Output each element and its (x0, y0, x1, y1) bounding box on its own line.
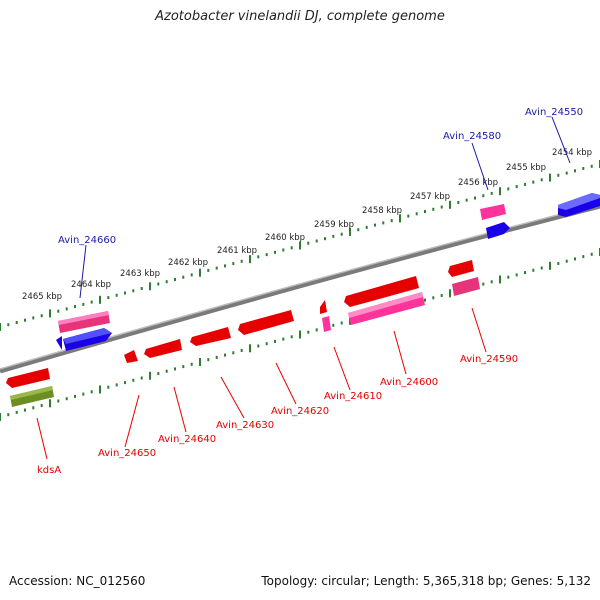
gene-label-avin-24600[interactable]: Avin_24600 (380, 377, 438, 388)
gene-label-avin-24610[interactable]: Avin_24610 (324, 391, 382, 402)
scale-label-2464: 2464 kbp (71, 280, 111, 290)
leader-avin-24550 (551, 116, 571, 164)
gene-label-avin-24620[interactable]: Avin_24620 (271, 406, 329, 417)
leader-avin-24620 (275, 362, 297, 405)
gene-labels: Avin_24550 Avin_24580 Avin_24660 Avin_24… (37, 107, 583, 476)
label-leaders (36, 116, 571, 460)
gene-label-avin-24550[interactable]: Avin_24550 (525, 107, 583, 118)
scale-label-2462: 2462 kbp (168, 258, 208, 268)
scale-labels: 2454 kbp 2455 kbp 2456 kbp 2457 kbp 2458… (22, 148, 592, 302)
gene-label-avin-24660[interactable]: Avin_24660 (58, 235, 116, 246)
gene-feature-rna-3[interactable] (322, 316, 331, 332)
scale-label-2463: 2463 kbp (120, 269, 160, 279)
gene-feature-avin-24660-highlight (63, 328, 112, 344)
gene-feature-avin-24590[interactable] (448, 260, 474, 277)
genome-title: Azotobacter vinelandii DJ, complete geno… (155, 9, 445, 24)
gene-feature-rna-5[interactable] (452, 277, 480, 296)
gene-feature-rna-4-highlight (348, 292, 423, 318)
gene-feature-kdsa-neighbor[interactable] (6, 368, 50, 388)
gene-feature-rna-1[interactable] (480, 204, 506, 220)
leader-avin-24600 (393, 330, 407, 375)
scale-label-2465: 2465 kbp (22, 292, 62, 302)
gene-label-avin-24650[interactable]: Avin_24650 (98, 448, 156, 459)
gene-label-avin-24580[interactable]: Avin_24580 (443, 131, 501, 142)
gene-feature-kdsa-highlight (10, 386, 53, 400)
leader-avin-24660 (79, 244, 87, 299)
gene-feature-avin-24640[interactable] (144, 339, 182, 358)
leader-avin-24650 (124, 394, 140, 448)
accession-label: Accession: NC_012560 (9, 574, 146, 588)
leader-avin-24640 (173, 386, 187, 433)
scale-label-2457: 2457 kbp (410, 192, 450, 202)
scale-label-2455: 2455 kbp (506, 163, 546, 173)
gene-label-kdsa[interactable]: kdsA (37, 465, 61, 476)
reverse-track (6, 260, 480, 407)
gene-feature-rna-2-highlight (58, 311, 109, 325)
gene-feature-avin-24580[interactable] (486, 222, 510, 239)
leader-avin-24610 (333, 346, 351, 391)
gene-feature-avin-24620[interactable] (238, 310, 294, 335)
scale-label-2460: 2460 kbp (265, 233, 305, 243)
gene-feature-small-fwd[interactable] (56, 336, 62, 350)
scale-label-2458: 2458 kbp (362, 206, 402, 216)
scale-label-2461: 2461 kbp (217, 246, 257, 256)
gene-feature-avin-24550-highlight (558, 193, 600, 210)
tick-rows (0, 160, 600, 421)
scale-label-2454: 2454 kbp (552, 148, 592, 158)
gene-feature-avin-24650[interactable] (124, 350, 138, 363)
leader-avin-24630 (220, 376, 245, 419)
gene-feature-avin-24610[interactable] (320, 300, 327, 314)
gene-feature-avin-24600[interactable] (344, 276, 419, 307)
gene-label-avin-24590[interactable]: Avin_24590 (460, 354, 518, 365)
genome-summary: Topology: circular; Length: 5,365,318 bp… (261, 574, 591, 588)
leader-kdsa (36, 417, 48, 460)
forward-track (56, 193, 600, 351)
gene-label-avin-24630[interactable]: Avin_24630 (216, 420, 274, 431)
gene-feature-avin-24630[interactable] (190, 327, 231, 346)
gene-label-avin-24640[interactable]: Avin_24640 (158, 434, 216, 445)
leader-avin-24590 (471, 307, 487, 353)
scale-label-2456: 2456 kbp (458, 178, 498, 188)
scale-label-2459: 2459 kbp (314, 220, 354, 230)
leader-avin-24580 (471, 142, 489, 191)
